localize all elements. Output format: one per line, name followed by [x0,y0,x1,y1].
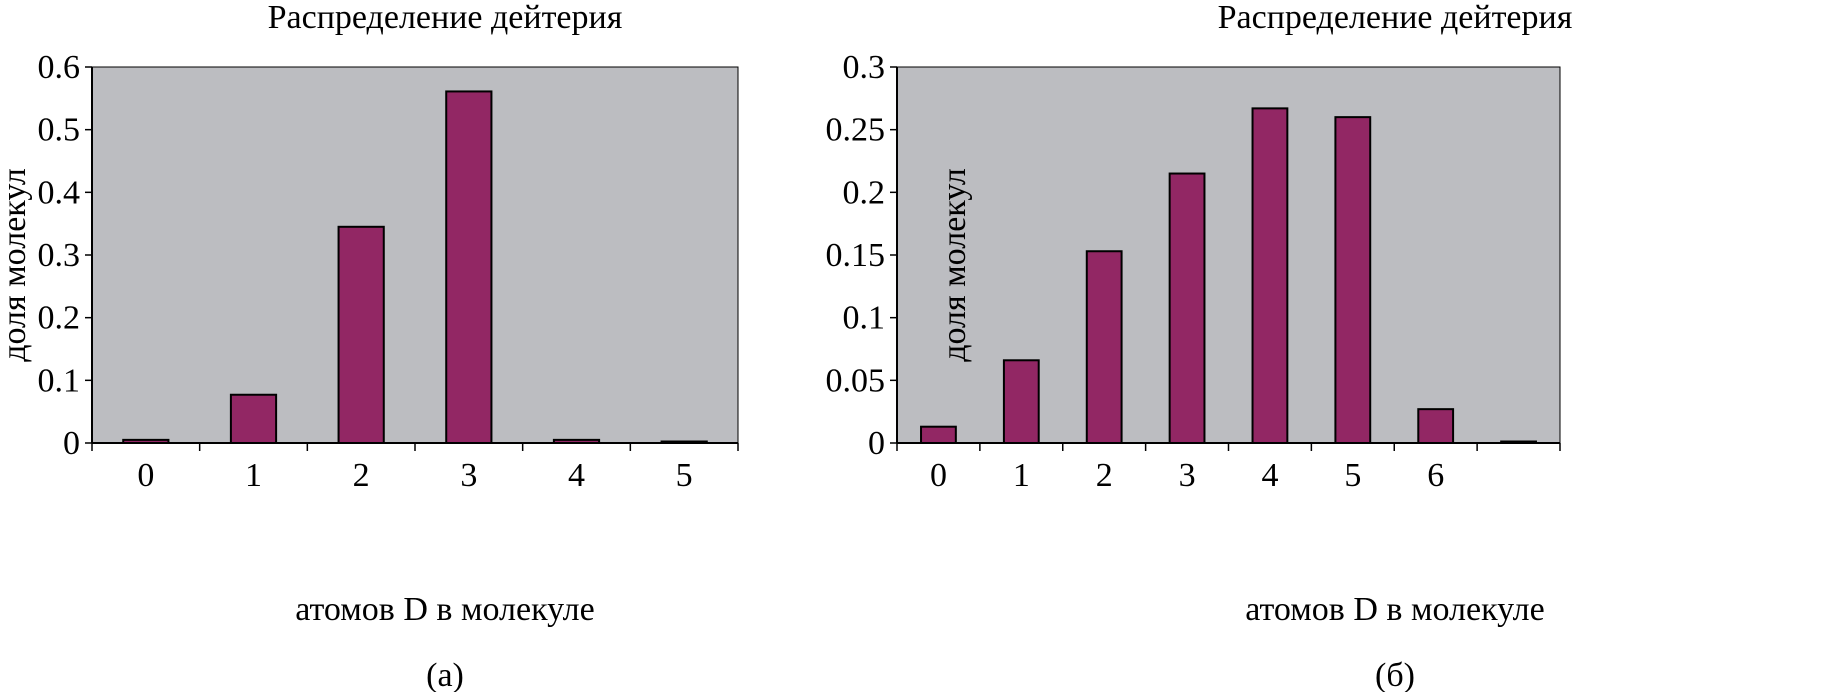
chart-a-ytick-label-2: 0.2 [38,300,81,337]
chart-b-ytick-label-5: 0.25 [826,112,886,149]
chart-b-title: Распределение дейтерия [1218,0,1573,36]
chart-b-xtick-label-3: 3 [1179,457,1196,494]
chart-b-ytick-label-6: 0.3 [843,49,886,86]
chart-a-ytick-label-4: 0.4 [38,174,81,211]
chart-a-title: Распределение дейтерия [268,0,623,36]
chart-b-ytick-label-1: 0.05 [826,362,886,399]
chart-a-ytick-label-3: 0.3 [38,237,81,274]
chart-b-xtick-label-0: 0 [930,457,947,494]
chart-a-xtick-label-2: 2 [353,457,370,494]
chart-a-bar-2 [337,225,385,444]
chart-b-plot-area [896,66,1561,444]
chart-b-ytick-label-2: 0.1 [843,300,886,337]
chart-a-plot-area [91,66,739,444]
chart-b-bar-6 [1417,408,1455,445]
chart-b-ylabel: доля молекул [936,168,973,362]
chart-b-bar-5 [1334,116,1372,444]
chart-b-xtick-label-2: 2 [1096,457,1113,494]
chart-a-ylabel: доля молекул [0,168,33,362]
chart-b-ytick-label-3: 0.15 [826,237,886,274]
chart-b-ytick-label-0: 0 [868,425,885,462]
chart-a-xtick-label-1: 1 [245,457,262,494]
chart-a-xtick-label-3: 3 [460,457,477,494]
chart-b-bar-3 [1168,172,1206,445]
chart-a-ytick-label-1: 0.1 [38,362,81,399]
chart-b-xlabel: атомов D в молекуле [1245,591,1544,628]
chart-b-ytick-label-4: 0.2 [843,174,886,211]
chart-b-bar-1 [1002,359,1040,444]
chart-b-xtick-label-4: 4 [1261,457,1278,494]
chart-b-xtick-label-1: 1 [1013,457,1030,494]
chart-a-xtick-label-4: 4 [568,457,585,494]
chart-a-xtick-label-0: 0 [137,457,154,494]
chart-a-ytick-label-6: 0.6 [38,49,81,86]
chart-a-bar-1 [229,393,278,445]
chart-b-bar-0 [920,425,957,444]
chart-b-bar-4 [1251,107,1289,445]
chart-panel-b: Распределение дейтерия доля молекул атом… [826,0,1573,692]
chart-b-bar-2 [1085,250,1123,444]
chart-a-xlabel: атомов D в молекуле [295,591,594,628]
chart-a-ytick-label-0: 0 [63,425,80,462]
chart-a-ytick-label-5: 0.5 [38,112,81,149]
chart-a-panel-label: (а) [426,657,464,692]
chart-b-panel-label: (б) [1375,657,1415,692]
chart-panel-a: Распределение дейтерия доля молекул атом… [0,0,739,692]
chart-b-xtick-label-5: 5 [1344,457,1361,494]
chart-a-xtick-label-5: 5 [676,457,693,494]
chart-b-xtick-label-6: 6 [1427,457,1444,494]
chart-a-bar-3 [445,90,493,444]
